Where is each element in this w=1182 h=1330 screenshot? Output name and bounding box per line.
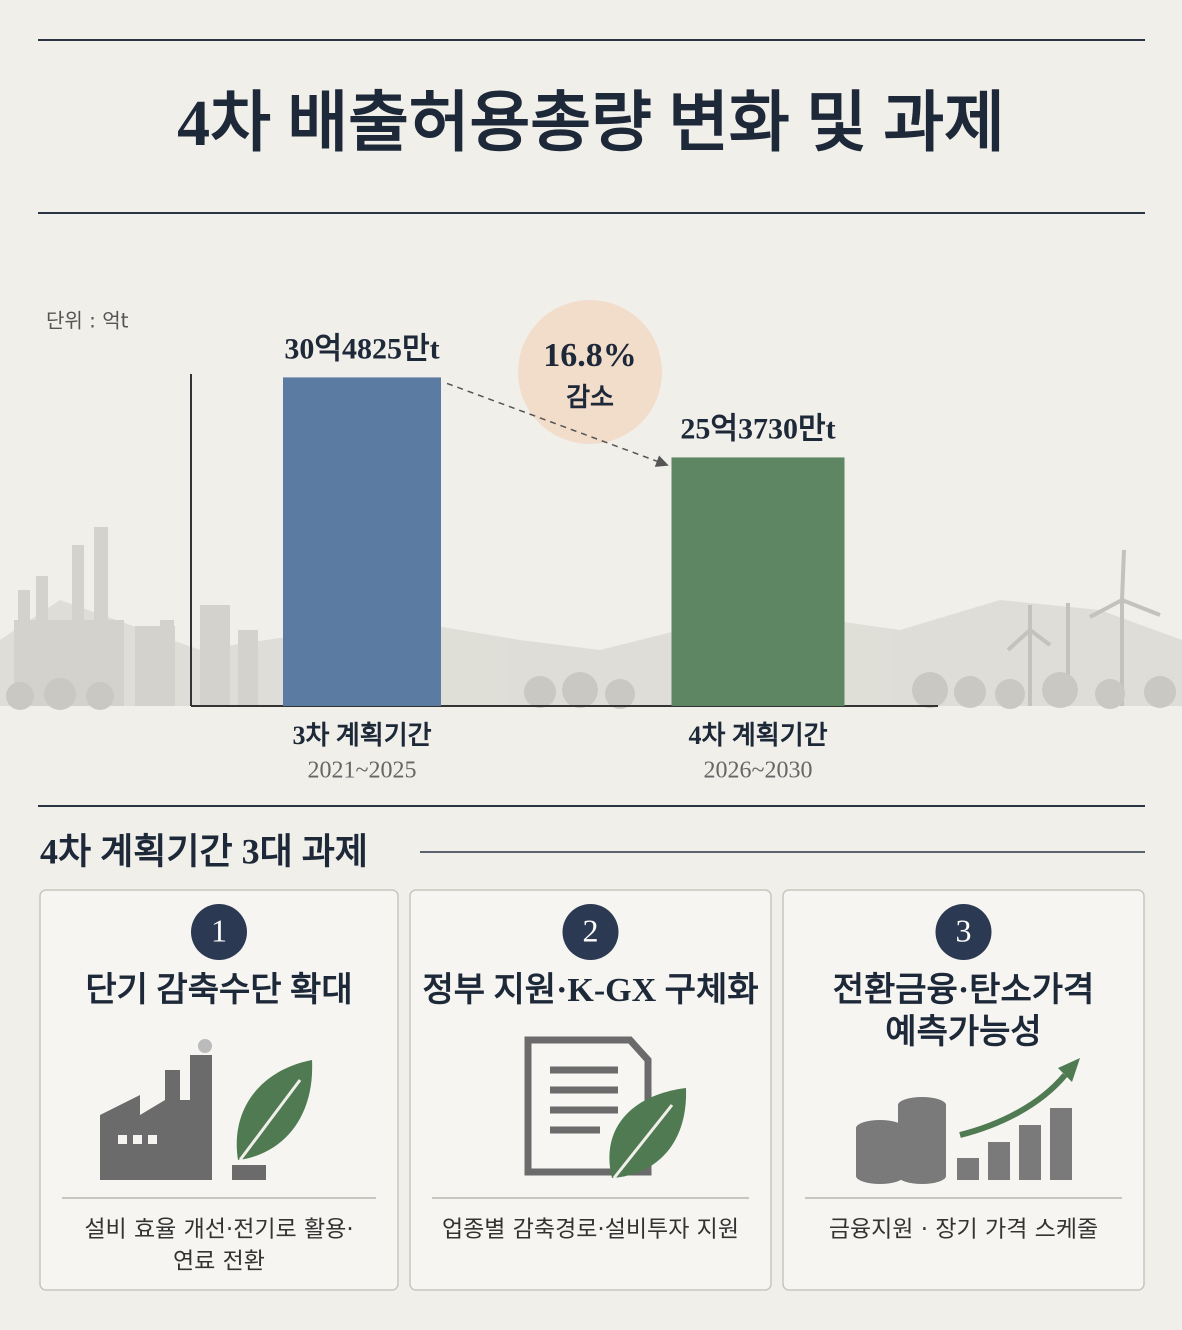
task-description: 금융지원 · 장기 가격 스케줄 xyxy=(829,1217,1098,1243)
icon-document xyxy=(524,1036,687,1179)
task-number: 3 xyxy=(956,912,972,948)
bar xyxy=(283,377,441,706)
bar xyxy=(671,457,845,706)
task-description: 설비 효율 개선·전기로 활용· xyxy=(84,1217,353,1243)
number-badge xyxy=(191,904,247,960)
page-title: 4차 배출허용총량 변화 및 과제 xyxy=(177,87,1005,160)
task-title: 정부 지원·K-GX 구체화 xyxy=(422,971,758,1009)
unit-label: 단위 : 억t xyxy=(46,309,129,333)
chart: 단위 : 억t 30억4825만t 3차 계획기간 2021~2025 25억3730… xyxy=(46,300,938,784)
annotation-subtext: 감소 xyxy=(566,383,614,412)
trend-arrow xyxy=(446,382,658,463)
task-number: 2 xyxy=(583,912,599,948)
annotation-bubble xyxy=(518,300,662,444)
period-label: 2026~2030 xyxy=(704,758,813,784)
number-badge xyxy=(562,904,619,960)
value-label: 30억4825만t xyxy=(284,332,439,365)
task-card xyxy=(39,889,399,1291)
task-description: 연료 전환 xyxy=(173,1249,265,1275)
period-label: 2021~2025 xyxy=(308,758,417,784)
icon-factory xyxy=(100,1039,313,1180)
section-title: 4차 계획기간 3대 과제 xyxy=(40,831,368,871)
value-label: 25억3730만t xyxy=(680,412,835,445)
icon-finance xyxy=(856,1058,1080,1184)
x-tick-label: 3차 계획기간 xyxy=(292,721,431,750)
task-number: 1 xyxy=(211,912,227,948)
x-tick-label: 4차 계획기간 xyxy=(688,721,827,750)
number-badge xyxy=(935,904,992,960)
annotation-text: 16.8% xyxy=(543,337,637,374)
task-title: 예측가능성 xyxy=(885,1013,1041,1051)
task-card xyxy=(782,889,1145,1291)
task-description: 업종별 감축경로·설비투자 지원 xyxy=(442,1217,739,1243)
task-title: 단기 감축수단 확대 xyxy=(85,971,352,1009)
arrow-head xyxy=(654,455,669,467)
task-title: 전환금융·탄소가격 xyxy=(833,971,1095,1009)
